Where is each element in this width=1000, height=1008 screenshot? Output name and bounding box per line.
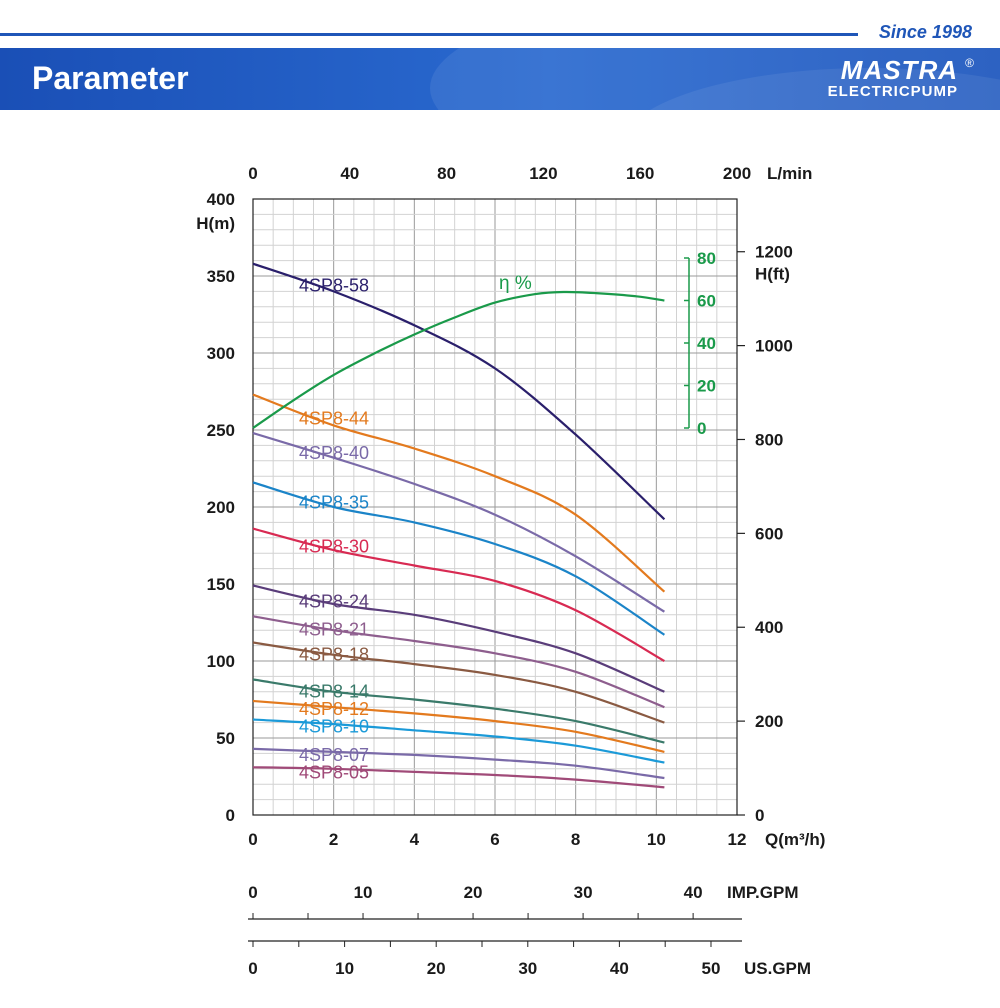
curve-label-4sp8-12: 4SP8-12 [299,699,369,719]
chart-curves [252,262,666,789]
curve-label-4sp8-35: 4SP8-35 [299,492,369,512]
curve-4sp8-44 [252,393,666,593]
imp-gpm-label: IMP.GPM [727,883,798,902]
lmin-tick-label: 160 [626,164,654,183]
curve-4sp8-05 [252,766,665,789]
curve-4sp8-30 [252,527,665,662]
hft-tick-label: 600 [755,524,783,543]
efficiency-tick-label: 0 [697,419,706,438]
y-tick-label: 150 [207,575,235,594]
lmin-tick-label: 40 [340,164,359,183]
lmin-tick-label: 80 [437,164,456,183]
y-tick-label: 400 [207,190,235,209]
imp-gpm-tick-label: 0 [248,883,257,902]
imp-gpm-tick-label: 10 [354,883,373,902]
curve-4sp8-18 [252,641,665,724]
x-tick-label: 10 [647,830,666,849]
curve-label-4sp8-10: 4SP8-10 [299,717,369,737]
y-tick-label: 50 [216,729,235,748]
curve-4sp8-10 [252,718,665,764]
lmin-axis-label: L/min [767,164,812,183]
curve-label-4sp8-18: 4SP8-18 [299,645,369,665]
y-tick-label: 300 [207,344,235,363]
us-gpm-tick-label: 10 [335,959,354,978]
curve-4sp8-12 [252,699,665,753]
curve-label-4sp8-07: 4SP8-07 [299,745,369,765]
chart-labels: η % 4SP8-58 4SP8-44 4SP8-40 4SP8-35 4SP8-30 4S… [299,273,532,782]
curve-4sp8-24 [252,584,665,693]
us-gpm-label: US.GPM [744,959,811,978]
brand-logo: MASTRA ELECTRICPUMP ® [827,55,974,100]
hft-tick-label: 1000 [755,337,793,356]
x-tick-label: 8 [571,830,580,849]
us-gpm-tick-label: 20 [427,959,446,978]
brand-subtitle: ELECTRICPUMP [827,83,958,100]
efficiency-tick-label: 20 [697,377,716,396]
efficiency-label: η % [499,273,532,294]
chart-axes: 0 2 4 6 8 10 12 Q(m³/h)050100150200250300350400… [196,164,825,849]
curve-label-4sp8-44: 4SP8-44 [299,409,369,429]
curve-label-4sp8-24: 4SP8-24 [299,592,369,612]
y-tick-label: 0 [226,806,235,825]
curve-4sp8-21 [252,615,665,709]
y-axis-label: H(m) [196,214,235,233]
imp-gpm-tick-label: 20 [464,883,483,902]
imp-gpm-tick-label: 30 [574,883,593,902]
efficiency-tick-label: 60 [697,292,716,311]
hft-tick-label: 0 [755,806,764,825]
since-1998-text: Since 1998 [878,22,972,42]
brand-wordmark: MASTRA [840,55,958,85]
curve-label-4sp8-40: 4SP8-40 [299,443,369,463]
registered-mark: ® [965,56,974,70]
header-rule [0,33,858,36]
banner-wave [430,48,1000,110]
x-tick-label: 0 [248,830,257,849]
lmin-tick-label: 120 [529,164,557,183]
curve-4sp8-35 [252,481,666,636]
y-tick-label: 250 [207,421,235,440]
hft-tick-label: 200 [755,712,783,731]
hft-tick-label: 400 [755,618,783,637]
page-title: Parameter [32,60,189,96]
curve-4sp8-14 [252,678,665,744]
y-tick-label: 200 [207,498,235,517]
imp-gpm-tick-label: 40 [684,883,703,902]
curve-label-4sp8-58: 4SP8-58 [299,276,369,296]
plot-border [252,198,738,816]
x-axis-label: Q(m³/h) [765,830,825,849]
efficiency-tick-label: 40 [697,334,716,353]
us-gpm-tick-label: 30 [518,959,537,978]
x-tick-label: 4 [410,830,420,849]
us-gpm-tick-label: 0 [248,959,257,978]
curve-label-4sp8-21: 4SP8-21 [299,619,369,639]
hft-tick-label: 800 [755,430,783,449]
lmin-tick-label: 0 [248,164,257,183]
us-gpm-tick-label: 50 [702,959,721,978]
x-tick-label: 6 [490,830,499,849]
header-banner: Parameter MASTRA ELECTRICPUMP ® [0,48,1000,110]
curve-4sp8-40 [252,432,665,613]
curve-label-4sp8-14: 4SP8-14 [299,681,369,701]
us-gpm-tick-label: 40 [610,959,629,978]
hft-axis-label: H(ft) [755,265,790,284]
curve-label-4sp8-30: 4SP8-30 [299,537,369,557]
efficiency-curve [252,290,665,429]
y-tick-label: 100 [207,652,235,671]
y-tick-label: 350 [207,267,235,286]
efficiency-tick-label: 80 [697,249,716,268]
flow-conversion-scales: 0 10 20 30 40 IMP.GPM 0 10 20 30 40 50 US.GPM [248,883,811,978]
curve-label-4sp8-05: 4SP8-05 [299,762,369,782]
lmin-tick-label: 200 [723,164,751,183]
x-tick-label: 2 [329,830,338,849]
hft-tick-label: 1200 [755,243,793,262]
x-tick-label: 12 [728,830,747,849]
curve-4sp8-58 [252,262,666,521]
curve-4sp8-07 [252,747,665,780]
